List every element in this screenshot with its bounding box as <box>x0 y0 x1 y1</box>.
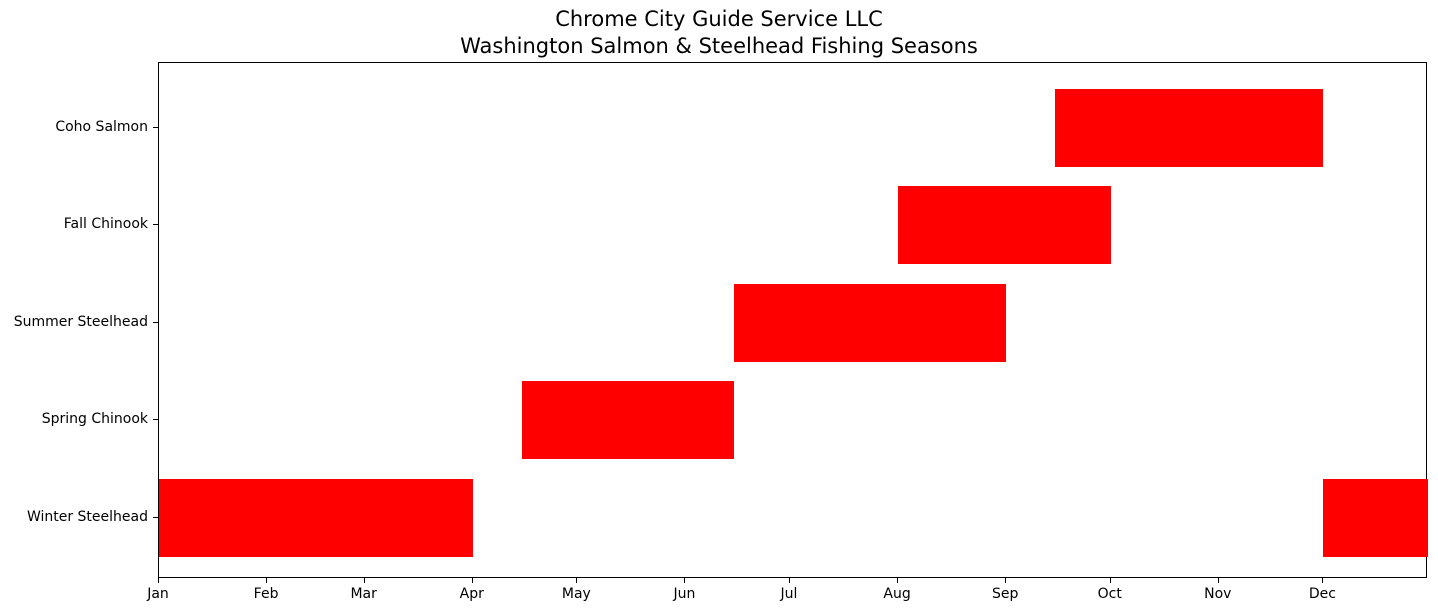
season-bar-fall-chinook <box>898 186 1111 265</box>
x-tick-label: Feb <box>253 586 279 602</box>
chart-title: Chrome City Guide Service LLC Washington… <box>0 6 1438 60</box>
season-bar-winter-steelhead <box>1323 479 1428 557</box>
y-tick-label: Fall Chinook <box>63 216 148 233</box>
x-tick-mark <box>266 578 268 583</box>
y-tick-label: Coho Salmon <box>55 118 148 135</box>
x-tick-mark <box>576 578 578 583</box>
x-tick-label: May <box>561 586 591 602</box>
x-tick-mark <box>1109 578 1111 583</box>
x-tick-mark <box>471 578 473 583</box>
y-tick-mark <box>153 224 158 226</box>
y-tick-label: Summer Steelhead <box>13 313 148 330</box>
season-bar-coho-salmon <box>1054 88 1324 167</box>
plot-area <box>158 62 1428 578</box>
x-tick-label: Jan <box>147 586 169 602</box>
y-tick-mark <box>153 321 158 323</box>
x-tick-label: Sep <box>991 586 1019 602</box>
chart-title-line1: Chrome City Guide Service LLC <box>555 7 883 31</box>
x-tick-mark <box>897 578 899 583</box>
season-bar-summer-steelhead <box>734 283 1007 362</box>
x-tick-mark <box>789 578 790 583</box>
x-tick-mark <box>1005 578 1007 583</box>
x-tick-label: Jun <box>673 586 696 602</box>
chart-title-line2: Washington Salmon & Steelhead Fishing Se… <box>460 34 978 58</box>
x-tick-mark <box>158 578 159 583</box>
x-tick-mark <box>684 578 686 583</box>
x-tick-label: Aug <box>883 586 911 602</box>
y-tick-mark <box>153 126 158 128</box>
x-tick-label: Mar <box>350 586 377 602</box>
season-bar-spring-chinook <box>521 381 735 460</box>
y-tick-label: Winter Steelhead <box>26 509 148 525</box>
x-tick-mark <box>1322 578 1324 583</box>
x-tick-mark <box>363 578 365 583</box>
x-tick-label: Nov <box>1204 586 1232 602</box>
y-tick-label: Spring Chinook <box>41 411 148 428</box>
x-tick-label: Apr <box>459 586 484 602</box>
x-tick-label: Jul <box>780 586 798 602</box>
x-tick-mark <box>1217 578 1219 583</box>
y-tick-mark <box>153 517 158 518</box>
season-bar-winter-steelhead <box>159 479 473 557</box>
y-tick-mark <box>153 419 158 421</box>
x-tick-label: Oct <box>1097 586 1122 602</box>
x-tick-label: Dec <box>1308 586 1336 602</box>
